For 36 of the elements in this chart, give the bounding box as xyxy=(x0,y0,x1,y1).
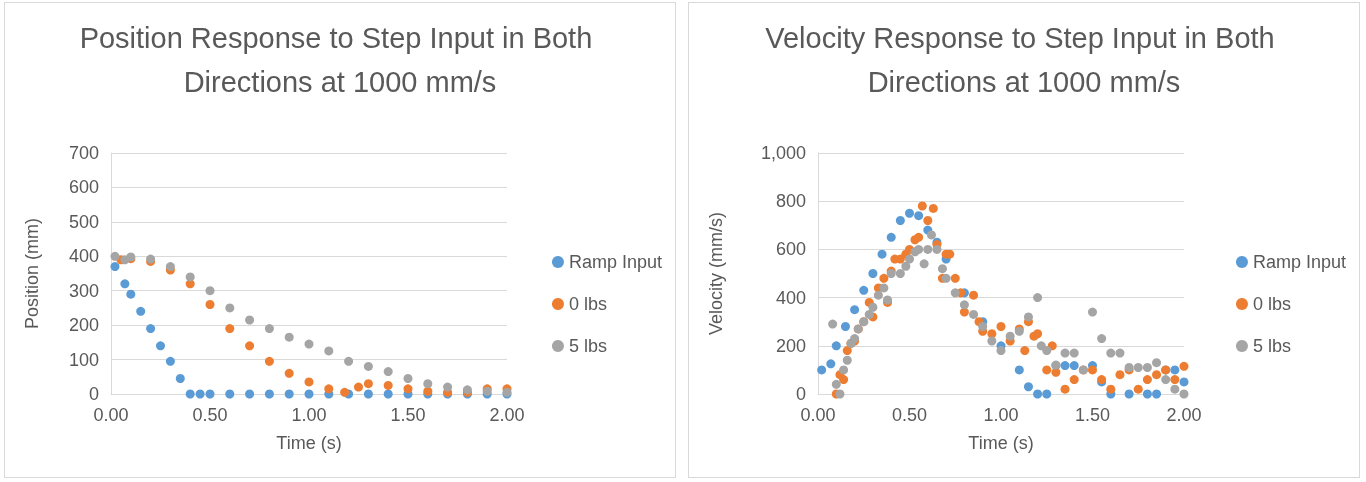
y-tick-label: 200 xyxy=(68,315,99,336)
x-tick-label: 0.50 xyxy=(891,405,928,425)
legend-label: Ramp Input xyxy=(568,252,663,272)
y-tick-label: 600 xyxy=(68,177,99,198)
y-tick-label: 300 xyxy=(68,280,99,301)
x-tick-label: 0.00 xyxy=(93,405,129,425)
y-axis-title: Velocity (mm/s) xyxy=(706,211,726,336)
legend-label: 0 lbs xyxy=(1252,294,1291,314)
y-tick-label: 600 xyxy=(775,239,806,260)
y-tick-label: 100 xyxy=(68,349,99,370)
x-axis-title: Time (s) xyxy=(276,433,342,453)
y-axis-title: Position (mm) xyxy=(22,217,42,330)
x-tick-label: 1.50 xyxy=(390,405,426,425)
x-tick-label: 0.00 xyxy=(800,405,836,425)
y-tick-label: 400 xyxy=(68,246,99,267)
y-tick-label: 500 xyxy=(68,211,99,232)
x-axis-title: Time (s) xyxy=(968,433,1034,453)
x-tick-label: 2.00 xyxy=(489,405,525,425)
y-tick-label: 700 xyxy=(68,143,99,163)
chart-title: Position Response to Step Input in Both Directions at 1000 mm/s xyxy=(79,22,601,98)
y-tick-label: 200 xyxy=(775,335,806,356)
x-tick-label: 1.00 xyxy=(983,405,1019,425)
x-tick-label: 1.50 xyxy=(1074,405,1111,425)
legend-label: Ramp Input xyxy=(1252,252,1347,272)
legend-label: 5 lbs xyxy=(568,336,607,356)
y-tick-label: 800 xyxy=(775,191,806,212)
legend-label: 0 lbs xyxy=(568,294,607,314)
y-tick-label: 0 xyxy=(795,384,806,404)
chart-title: Velocity Response to Step Input in Both Directions at 1000 mm/s xyxy=(765,22,1283,98)
y-tick-label: 0 xyxy=(88,384,99,404)
x-tick-label: 1.00 xyxy=(291,405,327,425)
y-tick-label: 1,000 xyxy=(760,143,806,163)
x-tick-label: 0.50 xyxy=(192,405,228,425)
x-tick-label: 2.00 xyxy=(1166,405,1202,425)
legend-label: 5 lbs xyxy=(1252,336,1291,356)
y-tick-label: 400 xyxy=(775,287,806,308)
